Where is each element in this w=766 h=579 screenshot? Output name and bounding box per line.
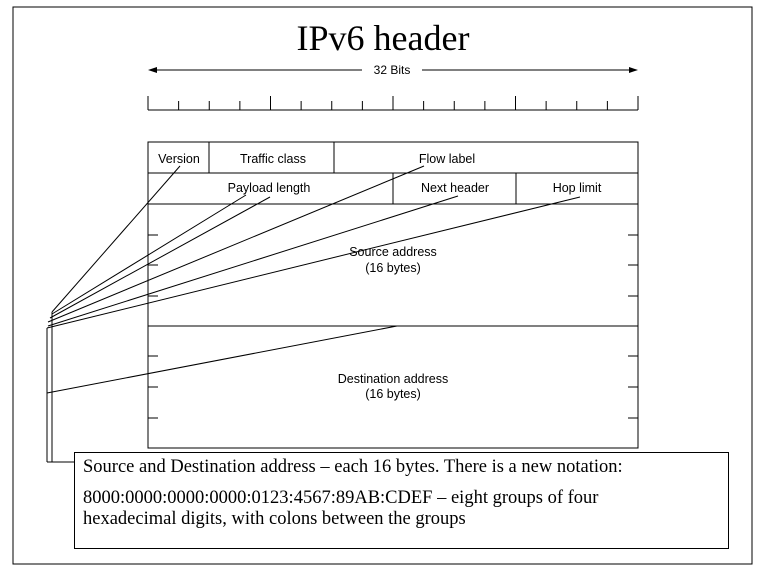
- bits-width-arrow: [148, 67, 638, 73]
- field-traffic-class: Traffic class: [240, 152, 306, 166]
- address-side-ticks: [148, 234, 638, 419]
- note-line-2: 8000:0000:0000:0000:0123:4567:89AB:CDEF …: [83, 488, 599, 508]
- field-source-size: (16 bytes): [365, 261, 421, 275]
- field-destination-size: (16 bytes): [365, 387, 421, 401]
- note-line-3: hexadecimal digits, with colons between …: [83, 509, 466, 529]
- field-next-header: Next header: [421, 181, 489, 195]
- slide-frame: [12, 6, 753, 565]
- field-hop-limit: Hop limit: [553, 181, 602, 195]
- field-source-address: Source address: [349, 245, 437, 259]
- note-line-1: Source and Destination address – each 16…: [83, 457, 623, 477]
- field-payload-length: Payload length: [228, 181, 311, 195]
- page-title: IPv6 header: [297, 18, 470, 58]
- field-destination-address: Destination address: [338, 372, 448, 386]
- callout-lines: [46, 165, 581, 463]
- header-table: [147, 141, 639, 449]
- field-flow-label: Flow label: [419, 152, 475, 166]
- bit-ruler: [147, 96, 639, 111]
- bits-width-label: 32 Bits: [374, 63, 411, 77]
- notation-callout-box: Source and Destination address – each 16…: [74, 452, 729, 549]
- field-version: Version: [158, 152, 200, 166]
